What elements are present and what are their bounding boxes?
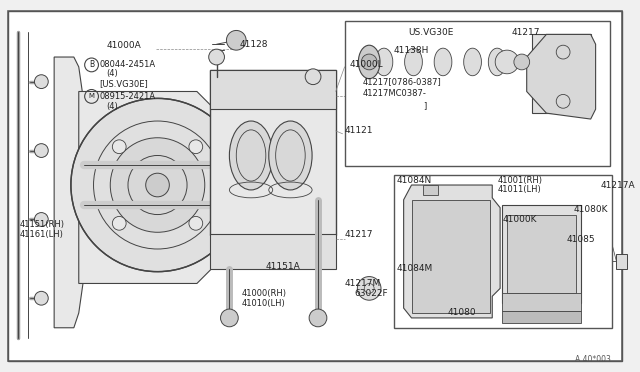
Text: US.VG30E: US.VG30E (408, 28, 454, 37)
Ellipse shape (229, 121, 273, 190)
Text: (4): (4) (106, 102, 118, 111)
Text: (4): (4) (106, 69, 118, 78)
Text: ]: ] (423, 101, 427, 110)
Text: 41080K: 41080K (574, 205, 609, 214)
Circle shape (209, 49, 225, 65)
Circle shape (35, 75, 48, 89)
Text: 41000L: 41000L (349, 60, 383, 70)
Circle shape (113, 140, 126, 154)
Circle shape (495, 50, 519, 74)
Bar (412, 200, 490, 313)
Text: 63022F: 63022F (355, 289, 388, 298)
Text: 41151A: 41151A (266, 262, 301, 271)
Text: 41217[0786-0387]: 41217[0786-0387] (362, 77, 441, 86)
Bar (344, 20, 611, 166)
Polygon shape (79, 92, 212, 283)
Circle shape (357, 276, 381, 300)
Polygon shape (616, 254, 627, 269)
Ellipse shape (434, 48, 452, 76)
Bar (502, 311, 581, 323)
Polygon shape (527, 34, 596, 119)
Circle shape (221, 309, 238, 327)
Text: 41011(LH): 41011(LH) (497, 185, 541, 195)
Circle shape (362, 54, 377, 70)
Text: 41217A: 41217A (600, 180, 635, 189)
Text: 41000(RH): 41000(RH) (241, 289, 286, 298)
Circle shape (35, 291, 48, 305)
Text: 41217MC0387-: 41217MC0387- (362, 89, 426, 98)
Text: 08915-2421A: 08915-2421A (99, 92, 156, 101)
Polygon shape (423, 185, 438, 195)
Circle shape (110, 138, 205, 232)
Ellipse shape (488, 48, 506, 76)
Text: M: M (88, 93, 95, 99)
Bar (507, 215, 576, 293)
Circle shape (189, 140, 203, 154)
Circle shape (305, 69, 321, 84)
Text: 41084M: 41084M (397, 264, 433, 273)
Ellipse shape (269, 121, 312, 190)
Circle shape (113, 217, 126, 230)
Text: 41121: 41121 (344, 126, 373, 135)
Text: 41161(LH): 41161(LH) (20, 230, 63, 239)
Circle shape (35, 212, 48, 227)
Ellipse shape (358, 45, 380, 79)
Text: 41085: 41085 (566, 235, 595, 244)
Text: [US.VG30E]: [US.VG30E] (99, 79, 148, 88)
Text: A 40*003: A 40*003 (575, 355, 611, 364)
Text: 41000K: 41000K (502, 215, 536, 224)
Circle shape (146, 173, 170, 197)
Circle shape (309, 309, 327, 327)
Text: 41138H: 41138H (394, 46, 429, 55)
Bar (502, 205, 581, 303)
Bar (502, 293, 581, 311)
Bar (532, 34, 591, 113)
Text: 41151(RH): 41151(RH) (20, 220, 65, 229)
Text: 41217: 41217 (344, 230, 373, 239)
Ellipse shape (464, 48, 481, 76)
Bar (210, 234, 336, 269)
Circle shape (514, 54, 530, 70)
Bar (394, 175, 612, 328)
Text: 41217: 41217 (512, 28, 540, 37)
Text: 41080: 41080 (448, 308, 477, 317)
Text: 41084N: 41084N (397, 176, 432, 185)
Ellipse shape (404, 48, 422, 76)
Circle shape (189, 217, 203, 230)
Text: 41001(RH): 41001(RH) (497, 176, 542, 185)
Bar (210, 70, 336, 235)
Bar (210, 70, 336, 109)
Polygon shape (404, 185, 500, 318)
Text: 08044-2451A: 08044-2451A (99, 60, 156, 70)
Text: 41128: 41128 (239, 40, 268, 49)
Circle shape (35, 144, 48, 157)
Text: 41000A: 41000A (106, 41, 141, 50)
Text: 41217M: 41217M (344, 279, 381, 288)
Circle shape (227, 31, 246, 50)
Text: 41010(LH): 41010(LH) (241, 299, 285, 308)
Circle shape (71, 98, 244, 272)
Ellipse shape (375, 48, 393, 76)
Polygon shape (54, 57, 88, 328)
Text: B: B (89, 60, 94, 70)
